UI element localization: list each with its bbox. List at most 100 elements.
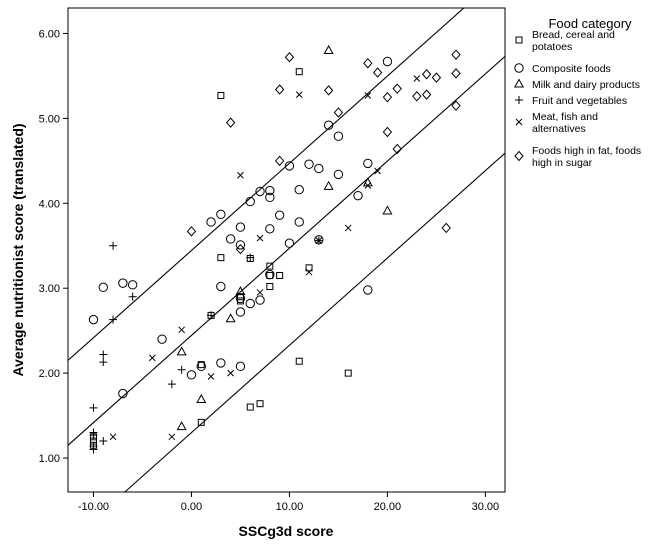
data-point-diamond [323,85,334,96]
data-point-diamond [412,91,422,102]
data-point-circle [255,186,265,197]
y-tick-label: 4.00 [39,198,60,210]
data-point-diamond [186,226,197,237]
data-point-cross [168,433,176,441]
data-point-circle [323,120,334,130]
data-point-circle [98,282,108,293]
data-point-cross [227,369,235,377]
data-point-plus [109,315,118,324]
data-point-circle [157,334,167,344]
data-point-cross [315,237,323,245]
legend-label: alternatives [532,123,586,135]
data-point-circle [265,192,275,203]
data-point-square [217,254,225,262]
data-point-cross [237,171,244,179]
legend-label: potatoes [532,41,572,53]
data-point-diamond [284,51,295,63]
data-point-circle [245,298,255,309]
legend-label: Composite foods [532,63,611,75]
data-point-diamond [392,83,402,94]
data-point-circle [186,370,197,380]
data-point-circle [294,217,304,227]
legend-marker-plus [515,96,523,104]
data-point-triangle [382,205,393,215]
data-point-diamond [451,68,461,79]
data-point-diamond [372,67,383,78]
data-point-square [305,264,313,272]
data-point-circle [255,295,265,305]
data-point-cross [207,373,215,380]
data-point-cross [148,354,156,362]
data-point-diamond [225,117,236,128]
data-point-cross [109,433,117,441]
data-point-triangle [225,313,236,323]
data-point-circle [382,56,393,67]
data-point-circle [216,281,226,292]
plot-frame [67,7,506,493]
data-point-plus [177,365,186,374]
legend-marker-diamond [514,150,524,162]
data-point-circle [127,280,138,290]
data-point-circle [353,190,363,201]
data-point-diamond [382,126,393,138]
data-point-plus [207,311,216,320]
data-point-plus [99,358,108,367]
y-tick-label: 2.00 [39,368,60,380]
data-point-cross [305,268,313,276]
data-point-diamond [382,91,393,103]
data-point-plus [89,403,98,412]
data-point-circle [235,307,246,317]
data-point-diamond [441,222,451,234]
data-point-square [295,357,303,365]
data-point-square [197,418,205,426]
data-point-diamond [392,143,402,155]
data-point-circle [333,169,344,180]
y-tick-label: 6.00 [39,28,60,40]
legend-label: Milk and dairy products [532,79,640,91]
data-point-square [276,271,284,279]
data-point-cross [344,224,352,232]
data-point-diamond [421,89,432,100]
legend-label: Fruit and vegetables [532,95,627,107]
data-point-plus [128,292,137,301]
legend-label: high in sugar [532,157,593,169]
data-point-plus [89,431,98,440]
reference-line-2 [68,55,505,446]
legend-marker-cross [515,118,523,126]
series-cross [109,75,421,441]
data-point-circle [216,358,226,368]
y-axis-ticks: 1.00 2.00 3.00 4.00 5.00 6.00 [39,28,68,465]
data-point-plus [99,350,108,359]
data-point-circle [265,269,275,280]
legend-label: Bread, cereal and [532,29,615,41]
data-point-cross [256,289,264,296]
data-point-circle [294,185,304,195]
data-point-diamond [235,243,246,255]
legend-item: Composite foods [514,63,611,75]
data-point-diamond [431,72,442,83]
legend-marker-circle [514,63,524,73]
legend-label: Foods high in fat, foods [532,145,641,157]
legend-title: Food category [548,16,632,31]
data-point-circle [304,159,314,169]
data-point-square [217,91,225,99]
data-point-diamond [333,107,344,118]
x-tick-label: 30.00 [472,501,500,513]
data-point-triangle [323,180,334,190]
data-point-circle [363,158,373,169]
data-point-plus [99,437,108,446]
x-tick-label: 0.00 [181,501,202,513]
data-point-circle [363,285,373,295]
y-tick-label: 5.00 [39,113,60,125]
x-tick-label: -10.00 [78,501,109,513]
x-tick-label: 20.00 [374,501,402,513]
data-point-plus [89,445,98,454]
data-point-plus [167,380,176,389]
reference-line-1 [68,8,465,361]
data-point-circle [333,131,344,141]
